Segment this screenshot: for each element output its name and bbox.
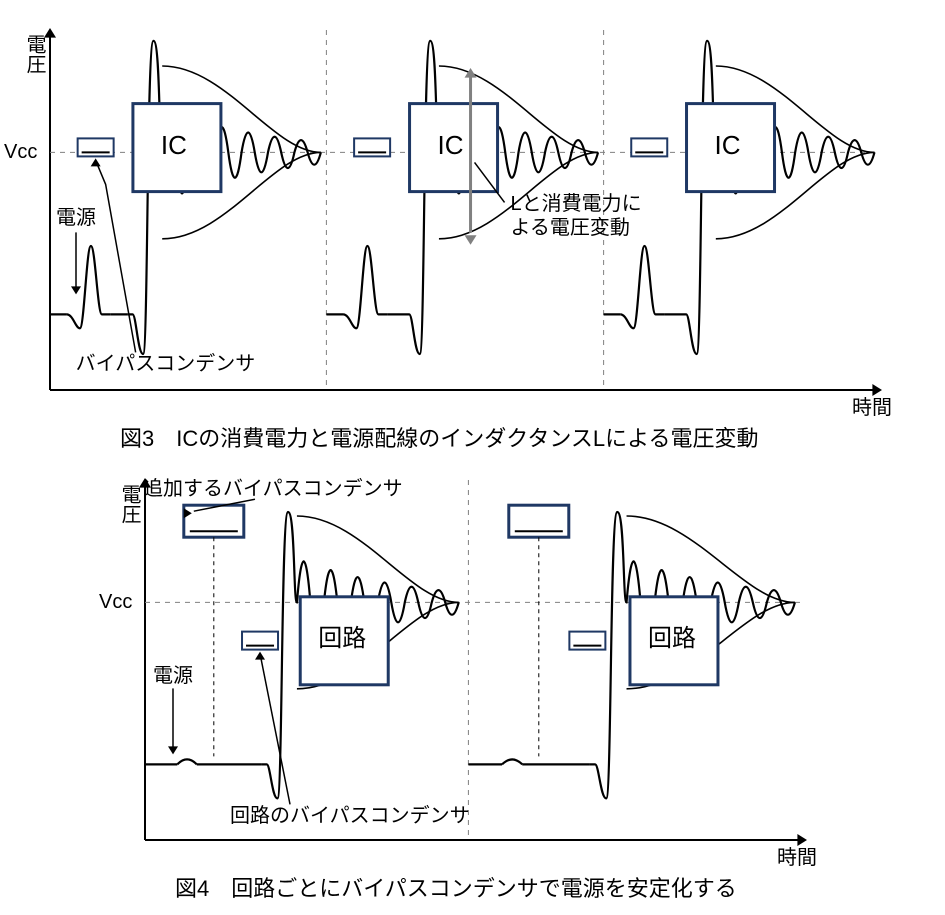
variation-label: Lと消費電力に よる電圧変動 <box>511 192 642 240</box>
diagram-svg <box>0 0 945 910</box>
ic-label: IC <box>438 130 464 161</box>
cap-label: バイパスコンデンサ <box>76 352 256 376</box>
circuit-label: 回路 <box>318 625 366 654</box>
ic-label: IC <box>715 130 741 161</box>
vcc-label: Vcc <box>4 140 37 164</box>
figure-b-caption: 図4 回路ごとにバイパスコンデンサで電源を安定化する <box>175 876 737 902</box>
y-axis-label: 電圧 <box>22 34 46 74</box>
x-axis-label: 時間 <box>852 396 892 420</box>
source-label: 電源 <box>56 206 96 230</box>
figure-a-caption: 図3 ICの消費電力と電源配線のインダクタンスLによる電圧変動 <box>120 426 759 452</box>
source-label-b: 電源 <box>153 664 193 688</box>
vcc-label-b: Vcc <box>99 590 132 614</box>
x-axis-label: 時間 <box>777 846 817 870</box>
added-cap-label: 追加するバイパスコンデンサ <box>143 477 403 501</box>
circuit-cap-label: 回路のバイパスコンデンサ <box>230 804 470 828</box>
circuit-label: 回路 <box>648 625 696 654</box>
diagram-canvas: 電圧時間VccICICIC電源バイパスコンデンサLと消費電力に よる電圧変動図3… <box>0 0 945 910</box>
y-axis-label: 電圧 <box>117 484 141 524</box>
ic-label: IC <box>161 130 187 161</box>
